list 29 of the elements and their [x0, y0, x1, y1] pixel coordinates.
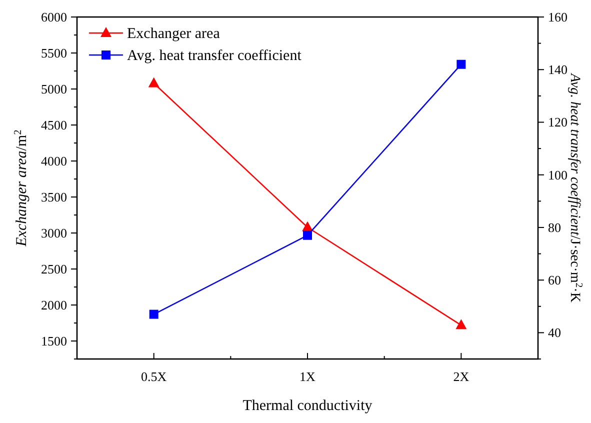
- legend-label: Exchanger area: [127, 26, 220, 42]
- y2-tick-label: 100: [548, 167, 568, 182]
- legend-label: Avg. heat transfer coefficient: [127, 48, 302, 64]
- point: [456, 319, 467, 330]
- y-tick-label: 1500: [41, 334, 67, 348]
- point: [148, 77, 160, 88]
- y-tick-label: 3500: [41, 190, 67, 204]
- y-tick-label: 4500: [41, 118, 67, 132]
- y2-tick-label: 40: [548, 325, 561, 340]
- y2-tick-label: 120: [548, 114, 568, 130]
- x-axis-title: Thermal conductivity: [242, 398, 373, 414]
- x-tick-label: 2X: [453, 369, 470, 384]
- point: [456, 60, 466, 69]
- y-tick-label: 4000: [41, 154, 67, 168]
- y2-tick-label: 160: [548, 10, 568, 24]
- y-tick-label: 5500: [41, 46, 67, 60]
- point: [303, 230, 312, 240]
- point: [302, 221, 313, 232]
- y-tick-label: 6000: [41, 10, 67, 24]
- x-tick-label: 0.5X: [141, 369, 168, 384]
- y-tick-label: 5000: [41, 82, 67, 96]
- y2-tick-label: 60: [548, 272, 561, 288]
- y2-tick-label: 80: [548, 220, 561, 235]
- y-tick-label: 3000: [41, 226, 67, 240]
- x-tick-label: 1X: [300, 369, 316, 384]
- y-tick-label: 2500: [41, 262, 67, 276]
- y-tick-label: 2000: [41, 298, 67, 312]
- y2-tick-label: 140: [548, 62, 568, 78]
- point: [149, 310, 158, 319]
